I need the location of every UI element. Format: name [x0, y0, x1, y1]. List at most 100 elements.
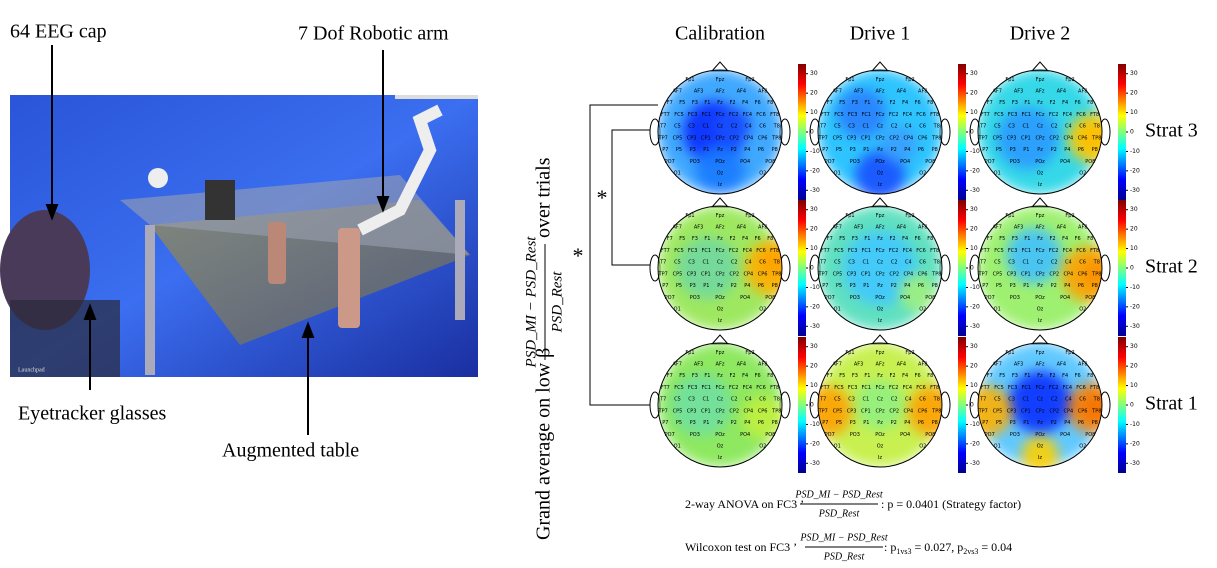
electrode-label: AF3 [1014, 362, 1023, 368]
electrode-label: Fpz [716, 213, 725, 219]
electrode-label: P3 [850, 420, 856, 426]
electrode-label: PO3 [1010, 159, 1020, 165]
electrode-label: P6 [758, 283, 764, 289]
electrode-label: FC3 [848, 112, 858, 118]
electrode-label: T8 [933, 124, 940, 130]
colorbar-tick-label: -30 [1130, 460, 1140, 467]
colorbar-tick-label: 10 [1130, 245, 1138, 252]
colorbar-tick-label: 20 [810, 226, 818, 233]
electrode-label: Pz [717, 283, 723, 289]
stats-text: : p1vs3 = 0.027, p2vs3 = 0.04 [884, 540, 1012, 556]
scalp-blob [842, 230, 918, 306]
electrode-label: F5 [999, 373, 1005, 379]
electrode-label: FC2 [729, 248, 739, 254]
electrode-label: O2 [1079, 170, 1086, 176]
electrode-label: FT7 [661, 112, 670, 118]
colorbar-tick-label: 20 [810, 363, 818, 370]
electrode-label: TP8 [1091, 408, 1101, 414]
topomap: Fp1 Fpz Fp2 AF7 AF3 AFz AF4 AF8 F7 F5 F3 F1 Fz F2 F4 F6… [809, 61, 951, 195]
electrode-label: C5 [834, 124, 841, 130]
electrode-label: O1 [994, 170, 1001, 176]
scalp [658, 206, 782, 330]
electrode-label: Oz [877, 306, 884, 312]
electrode-label: C4 [745, 124, 752, 130]
electrode-label: P8 [1092, 420, 1098, 426]
electrode-label: AFz [716, 362, 725, 368]
electrode-label: Iz [1038, 182, 1042, 188]
electrode-label: CP1 [1021, 135, 1031, 141]
electrode-label: F7 [987, 236, 993, 242]
colorbar-tick-label: -20 [1130, 167, 1140, 174]
t: = 0.027, p [911, 540, 963, 554]
electrode-label: Oz [1037, 170, 1044, 176]
electrode-label: CP3 [1007, 135, 1017, 141]
electrode-label: CP6 [758, 271, 768, 277]
colorbar-tick-label: -10 [970, 148, 980, 155]
electrode-label: FCz [716, 248, 725, 254]
scalp-blob [1067, 383, 1102, 433]
electrode-label: P4 [744, 147, 750, 153]
electrode-label: P8 [772, 420, 778, 426]
scalp-blob [880, 125, 918, 163]
electrode-label: FT8 [930, 248, 939, 254]
electrode-label: Fz [1037, 373, 1043, 379]
electrode-label: AF7 [832, 225, 841, 231]
electrode-label: AF7 [832, 89, 841, 95]
electrode-label: P7 [982, 283, 988, 289]
scalp [658, 343, 782, 467]
electrode-label: T7 [819, 124, 826, 130]
electrode-label: CPz [1035, 408, 1045, 414]
electrode-label: CPz [875, 408, 885, 414]
electrode-label: F6 [915, 373, 921, 379]
electrode-label: O1 [674, 170, 681, 176]
electrode-label: AF7 [672, 89, 681, 95]
electrode-label: CPz [715, 408, 725, 414]
electrode-label: POz [875, 432, 885, 438]
scalp-blob [744, 240, 782, 296]
electrode-label: F1 [1024, 100, 1030, 106]
electrode-label: P3 [850, 283, 856, 289]
t: 2vs3 [963, 547, 978, 556]
electrode-label: F7 [827, 373, 833, 379]
electrode-label: C6 [1079, 397, 1086, 403]
electrode-label: FC4 [903, 385, 913, 391]
electrode-label: F8 [767, 236, 773, 242]
colorbar-tick-label: 20 [1130, 226, 1138, 233]
electrode-label: Pz [717, 420, 723, 426]
electrode-label: Fp1 [845, 77, 854, 83]
electrode-label: Fz [717, 100, 723, 106]
topomap: Fp1 Fpz Fp2 AF7 AF3 AFz AF4 AF8 F7 F5 F3 F1 Fz F2 F4 F6… [969, 334, 1111, 468]
scalp-blob [907, 386, 942, 436]
colorbar: 30 20 10 0 -10 -20 -30 [798, 337, 820, 473]
electrode-label: O2 [759, 443, 766, 449]
electrode-label: FC5 [674, 248, 684, 254]
electrode-label: AF3 [694, 362, 703, 368]
electrode-label: Fp1 [1005, 77, 1014, 83]
electrode-label: P8 [932, 283, 938, 289]
electrode-label: P6 [1078, 147, 1084, 153]
scalp-blob [713, 107, 751, 145]
head-outline [977, 205, 1103, 331]
electrode-label: CP4 [904, 408, 914, 414]
electrode-label: CP5 [673, 135, 683, 141]
electrode-label: FC5 [994, 385, 1004, 391]
stats-denominator: PSD_Rest [818, 508, 860, 519]
electrode-label: CP2 [889, 135, 899, 141]
electrode-label: FC2 [889, 385, 899, 391]
electrode-label: C3 [688, 260, 695, 266]
electrode-label: F8 [1087, 236, 1093, 242]
electrode-label: PO3 [690, 159, 700, 165]
electrode-label: P2 [891, 147, 897, 153]
electrode-label: P1 [703, 147, 709, 153]
electrode-label: P2 [1051, 420, 1057, 426]
electrode-label: C5 [834, 397, 841, 403]
sig-inner: * [597, 185, 608, 210]
electrode-label: FC1 [1022, 385, 1032, 391]
electrode-label: F5 [679, 373, 685, 379]
colorbar-tick-label: -30 [1130, 323, 1140, 330]
electrode-label: FC6 [756, 248, 766, 254]
electrode-label: F1 [704, 236, 710, 242]
electrode-label: Cz [1037, 124, 1043, 130]
electrode-label: TP8 [1091, 271, 1101, 277]
